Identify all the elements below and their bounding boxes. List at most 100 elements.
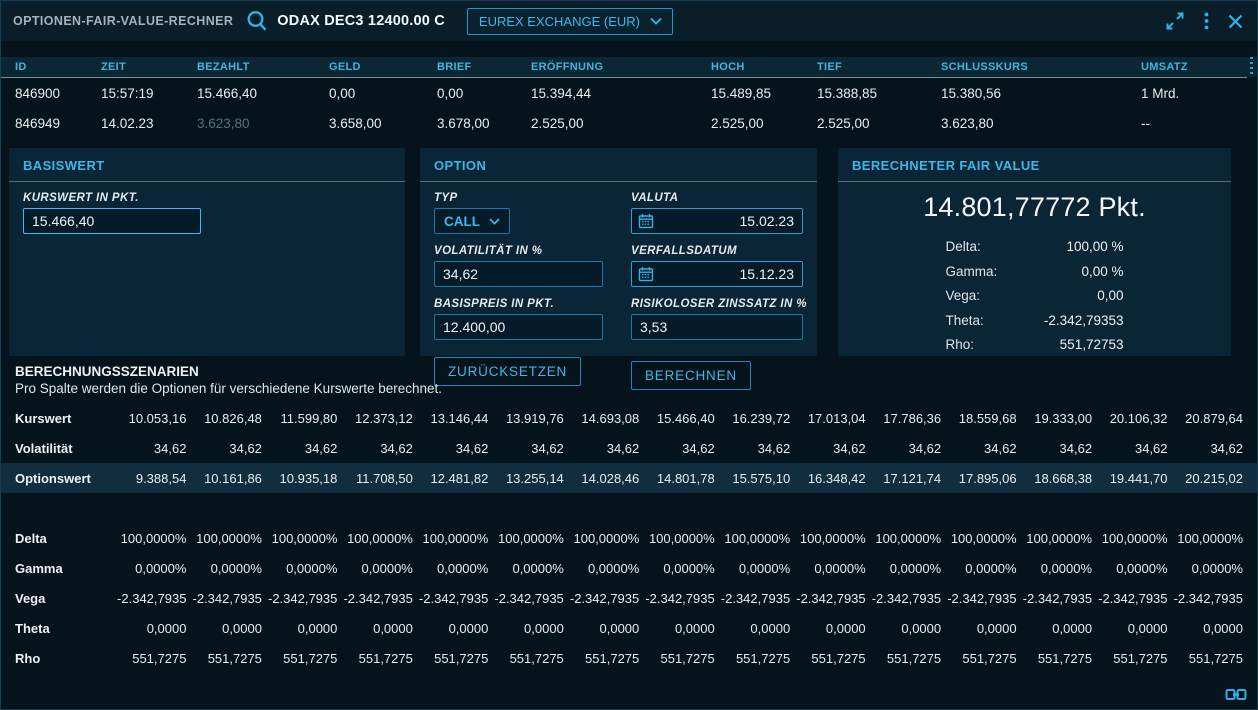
calculate-button[interactable]: BERECHNEN [631,361,751,390]
scenario-row-gamma: Gamma 0,0000% 0,0000% 0,0000% 0,0000% 0,0000%… [1,553,1257,583]
typ-select-value: CALL [444,213,480,229]
cell-bezahlt: 3.623,80 [197,115,250,131]
column-header[interactable]: GELD [329,61,361,73]
cell-zeit: 14.02.23 [101,115,154,131]
scenario-cell: 34,62 [757,440,791,456]
valuta-value: 15.02.23 [739,213,795,229]
scenario-cell: 34,62 [153,440,187,456]
column-header[interactable]: HOCH [711,61,745,73]
cell-zeit: 15:57:19 [101,85,154,101]
typ-select[interactable]: CALL [434,208,510,234]
scenario-cell: 34,62 [1134,440,1168,456]
kurswert-input[interactable] [23,208,201,234]
table-scrollbar[interactable] [1250,57,1253,77]
link-icon[interactable] [1225,688,1247,701]
scenario-cell: 100,0000% [196,530,262,546]
cell-id: 846900 [15,85,61,101]
zinssatz-label: RISIKOLOSER ZINSSATZ IN % [631,298,807,310]
table-row[interactable]: 846949 14.02.23 3.623,80 3.658,00 3.678,… [1,108,1257,138]
cell-brief: 0,00 [437,85,464,101]
column-header[interactable]: ERÖFFNUNG [531,61,604,73]
scenario-cell: 551,7275 [811,650,866,666]
scenario-cell: 20.215,02 [1185,470,1243,486]
greek-value: 0,00 [1097,288,1124,303]
cell-umsatz: 1 Mrd. [1141,85,1180,101]
scenario-greeks-grid: Delta 100,0000% 100,0000% 100,0000% 100,0000… [1,523,1257,673]
column-header[interactable]: BEZAHLT [197,61,250,73]
verfallsdatum-input[interactable]: 15.12.23 [631,261,803,287]
scenario-cell: 0,0000 [599,620,640,636]
greek-row-delta: Delta: 100,00 % [946,239,1124,254]
scenario-cell: 0,0000 [222,620,262,636]
reset-button[interactable]: ZURÜCKSETZEN [434,357,582,386]
greek-value: 551,72753 [1059,337,1124,352]
verfallsdatum-value: 15.12.23 [739,266,795,282]
scenario-cell: 19.441,70 [1109,470,1168,486]
scenario-cell: 0,0000% [1116,560,1168,576]
scenario-cell: 100,0000% [498,530,564,546]
exchange-select[interactable]: EUREX EXCHANGE (EUR) [466,7,673,35]
cell-bezahlt: 15.466,40 [197,85,258,101]
scenario-cell: 10.826,48 [204,410,262,426]
scenario-cell: 34,62 [908,440,942,456]
panel-divider [838,181,1231,182]
chevron-down-icon [489,217,500,225]
scenario-row-vega: Vega -2.342,7935 -2.342,7935 -2.342,7935 -2.… [1,583,1257,613]
column-header[interactable]: TIEF [817,61,843,73]
quotes-header-row: ID ZEIT BEZAHLT GELD BRIEF ERÖFFNUNG HOC… [1,57,1257,77]
scenario-cell: 13.919,76 [505,410,564,426]
column-header[interactable]: SCHLUSSKURS [941,61,1029,73]
scenario-cell: 551,7275 [962,650,1017,666]
cell-hoch: 2.525,00 [711,115,764,131]
scenario-cell: 0,0000% [1191,560,1243,576]
scenario-cell: 17.121,74 [883,470,942,486]
expand-icon[interactable] [1165,11,1185,31]
scenario-row-volatilitaet: Volatilität 34,62 34,62 34,62 34,62 34,62 34,6… [1,433,1257,463]
table-row[interactable]: 846900 15:57:19 15.466,40 0,00 0,00 15.3… [1,78,1257,108]
panels-row: BASISWERT KURSWERT IN PKT. OPTION TYP CA… [9,148,1231,390]
scenario-cell: 10.935,18 [279,470,338,486]
scenario-cell: 12.373,12 [355,410,413,426]
scenario-row-label: Delta [15,530,47,546]
scenario-cell: 13.146,44 [430,410,489,426]
scenarios-title: BERECHNUNGSSZENARIEN [15,364,199,379]
scenario-cell: 551,7275 [1113,650,1168,666]
scenario-cell: 13.255,14 [505,470,564,486]
greeks-list: Delta: 100,00 % Gamma: 0,00 % Vega: 0,00… [946,239,1124,352]
more-options-icon[interactable] [1204,12,1209,30]
scenario-cell: 551,7275 [1188,650,1243,666]
zinssatz-input[interactable] [631,314,803,340]
search-icon[interactable] [245,9,269,33]
scenario-cell: 0,0000% [286,560,338,576]
volatilitaet-input[interactable] [434,261,603,287]
column-header[interactable]: ZEIT [101,61,127,73]
column-header[interactable]: UMSATZ [1141,61,1188,73]
scenario-cell: 0,0000 [901,620,942,636]
scenario-cell: 14.693,08 [581,410,640,426]
scenario-cell: 0,0000 [373,620,413,636]
basispreis-label: BASISPREIS IN PKT. [434,298,555,310]
quotes-table: ID ZEIT BEZAHLT GELD BRIEF ERÖFFNUNG HOC… [1,57,1257,138]
scenario-cell: 20.106,32 [1109,410,1168,426]
column-header[interactable]: BRIEF [437,61,472,73]
window-controls [1165,11,1243,31]
scenario-cell: 551,7275 [283,650,338,666]
scenario-cell: 34,62 [304,440,338,456]
calendar-icon [638,266,654,282]
scenario-cell: 0,0000 [1052,620,1093,636]
scenario-cell: -2.342,7935 [645,590,715,606]
valuta-input[interactable]: 15.02.23 [631,208,803,234]
scenario-cell: 10.053,16 [128,410,187,426]
column-header[interactable]: ID [15,61,27,73]
cell-schlusskurs: 3.623,80 [941,115,994,131]
panel-title: BASISWERT [23,158,105,173]
scenario-cell: -2.342,7935 [192,590,262,606]
basispreis-input[interactable] [434,314,603,340]
close-icon[interactable] [1228,14,1243,29]
scenario-cell: 551,7275 [434,650,489,666]
scenario-cell: 100,0000% [950,530,1017,546]
scenario-cell: 34,62 [1210,440,1243,456]
typ-label: TYP [434,192,458,204]
scenario-cell: -2.342,7935 [720,590,791,606]
greek-row-gamma: Gamma: 0,00 % [946,264,1124,279]
